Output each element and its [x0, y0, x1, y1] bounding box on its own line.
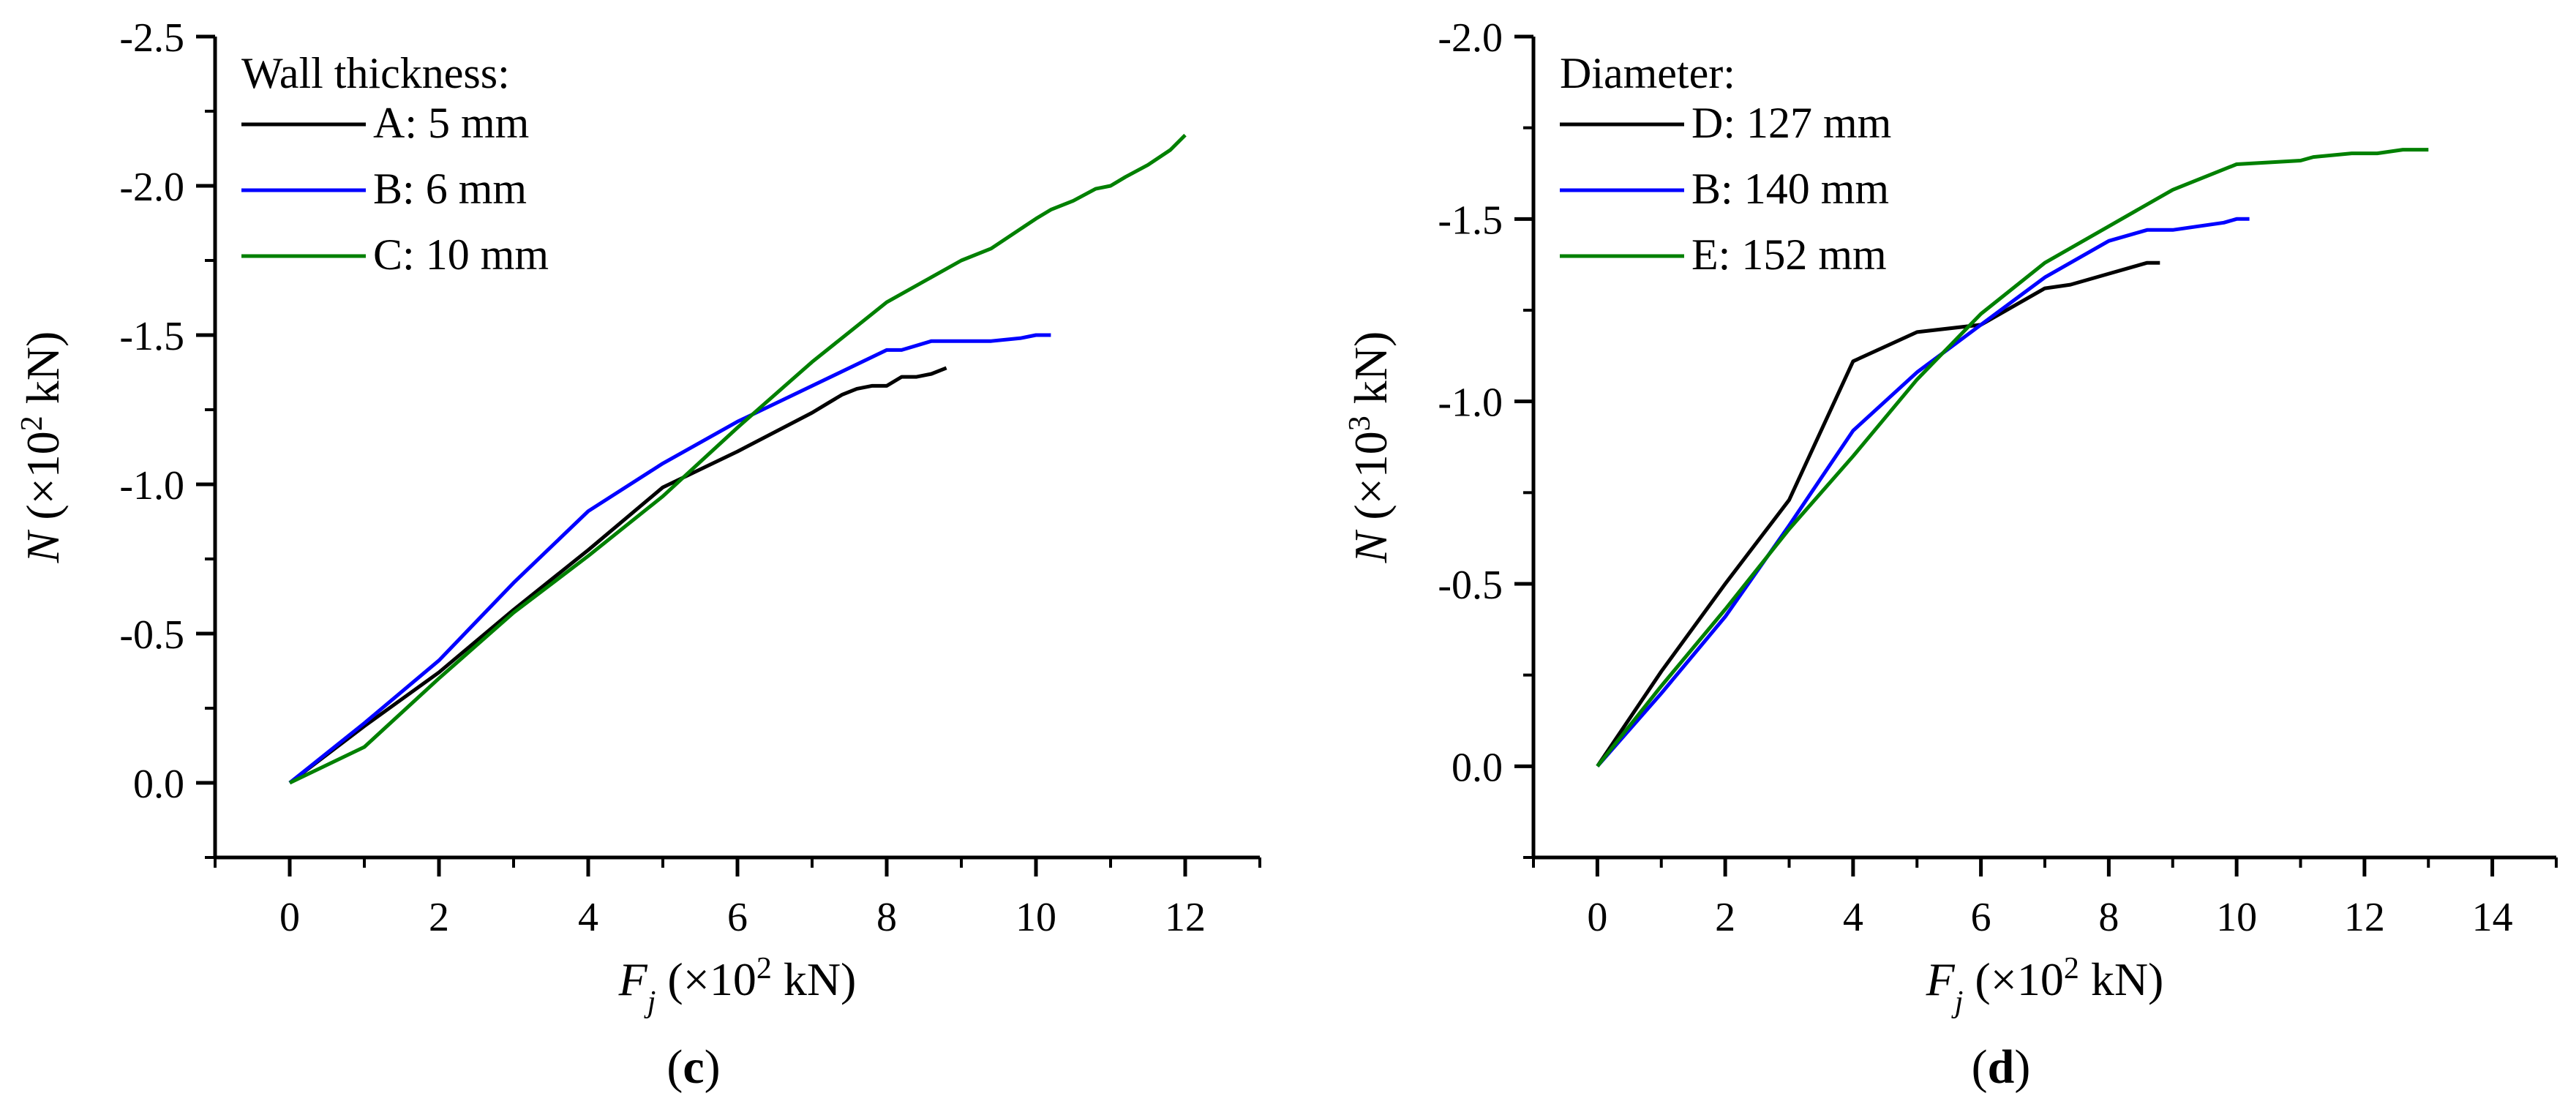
- legend-title: Diameter:: [1560, 49, 1735, 97]
- y-tick-label: -0.5: [119, 612, 184, 658]
- legend-title: Wall thickness:: [241, 49, 510, 97]
- y-tick-label: 0.0: [133, 762, 184, 807]
- x-tick-label: 4: [578, 895, 598, 940]
- x-tick-label: 10: [1015, 895, 1056, 940]
- y-tick-label: -1.5: [119, 314, 184, 359]
- x-axis-label: Fj (×102 kN): [1926, 952, 2164, 1019]
- x-tick-label: 8: [2098, 895, 2119, 940]
- x-tick-label: 0: [1587, 895, 1607, 940]
- legend-entry: A: 5 mm: [373, 99, 529, 147]
- chart-panel-c: 0.0 -0.5 -1.0 -1.5 -2.0 -2.5 0 2 4 6 8 10 12 Wall thi…: [15, 15, 1261, 1094]
- legend-entry: B: 140 mm: [1691, 165, 1889, 213]
- series-line-1: [1596, 260, 2160, 767]
- series-line-1: [288, 366, 947, 784]
- legend-entry: B: 6 mm: [373, 165, 527, 213]
- y-tick-label: -0.5: [1438, 563, 1503, 608]
- y-tick-label: -1.0: [1438, 380, 1503, 426]
- x-axis-label: Fj (×102 kN): [618, 952, 857, 1019]
- y-tick-label: -1.0: [119, 463, 184, 508]
- x-tick-label: 12: [2344, 895, 2385, 940]
- x-tick-label: 12: [1165, 895, 1206, 940]
- x-tick-label: 6: [1971, 895, 1991, 940]
- y-tick-label: -2.0: [1438, 15, 1503, 61]
- y-tick-label: 0.0: [1452, 745, 1503, 790]
- y-tick-label: -2.0: [119, 165, 184, 210]
- y-tick-label: -1.5: [1438, 198, 1503, 243]
- x-tick-label: 4: [1843, 895, 1863, 940]
- x-tick-label: 0: [279, 895, 300, 940]
- x-tick-label: 10: [2216, 895, 2257, 940]
- series-line-2: [1596, 217, 2250, 767]
- series-line-3: [288, 133, 1187, 785]
- panel-label: (d): [1972, 1040, 2031, 1094]
- legend-entry: E: 152 mm: [1691, 230, 1887, 279]
- y-tick-label: -2.5: [119, 15, 184, 61]
- y-axis-label: N (×103 kN): [1343, 331, 1397, 564]
- x-tick-label: 2: [1715, 895, 1735, 940]
- x-tick-label: 2: [429, 895, 449, 940]
- panel-label: (c): [666, 1040, 720, 1094]
- x-tick-label: 14: [2472, 895, 2513, 940]
- series-line-2: [288, 333, 1051, 784]
- legend-entry: D: 127 mm: [1691, 99, 1891, 147]
- chart-panel-d: 0.0 -0.5 -1.0 -1.5 -2.0 0 2 4 6 8 10 12 14 Diameter:D…: [1343, 15, 2558, 1094]
- x-tick-label: 8: [876, 895, 897, 940]
- x-tick-label: 6: [727, 895, 748, 940]
- legend-entry: C: 10 mm: [373, 230, 549, 279]
- y-axis-label: N (×102 kN): [15, 331, 69, 564]
- series-line-3: [1596, 148, 2429, 767]
